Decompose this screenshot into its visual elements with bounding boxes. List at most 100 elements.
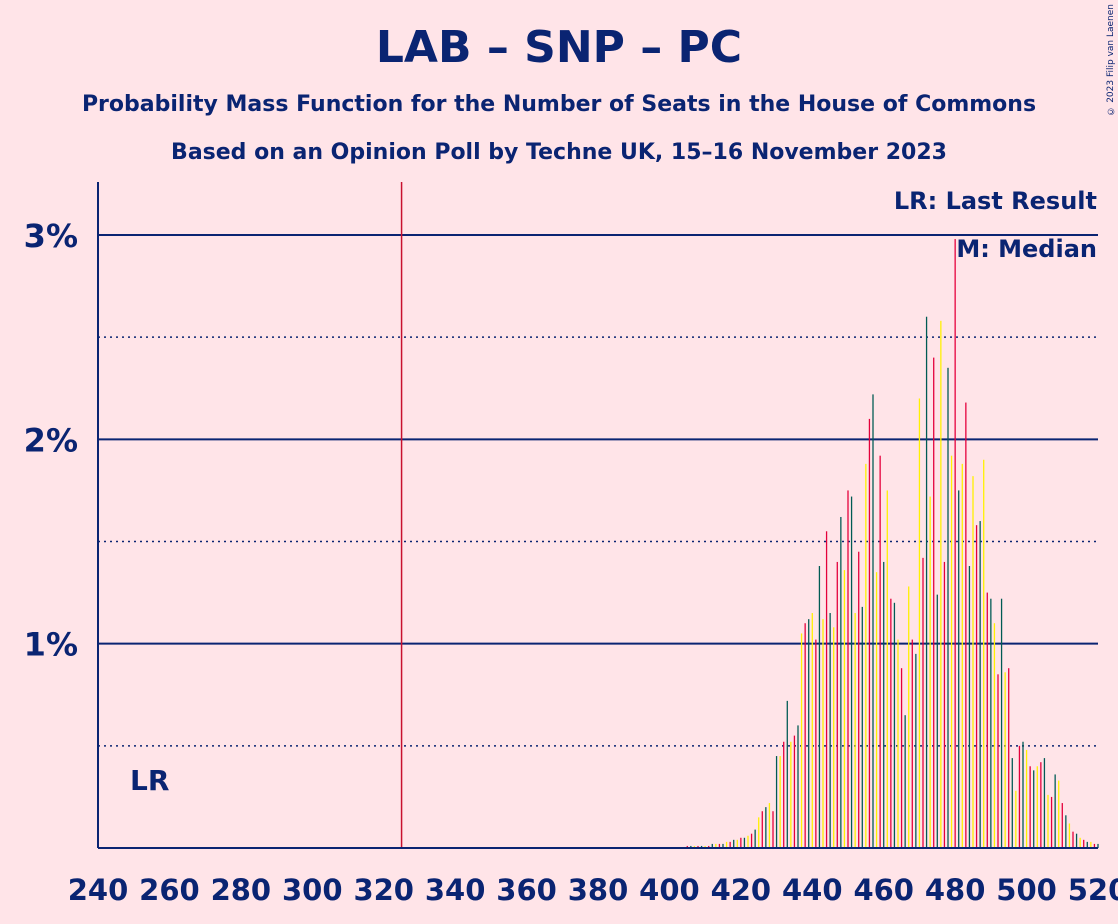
bar: [840, 516, 842, 848]
bar: [765, 807, 767, 848]
x-tick-label: 440: [782, 873, 843, 907]
bar: [961, 463, 963, 848]
gridlines: [98, 234, 1098, 747]
bar: [1047, 794, 1049, 848]
bar: [886, 490, 888, 848]
bar: [847, 490, 849, 848]
bar: [1011, 758, 1013, 848]
bar: [786, 700, 788, 848]
bar: [711, 843, 713, 848]
bar: [1090, 841, 1092, 848]
bar: [954, 239, 956, 848]
last-result-label: LR: [130, 764, 169, 797]
bar: [929, 496, 931, 848]
bar: [1075, 833, 1078, 848]
bar: [975, 525, 978, 848]
bar: [1000, 598, 1003, 848]
y-tick-label: 1%: [24, 626, 78, 664]
bar: [818, 566, 821, 848]
bar: [700, 845, 703, 848]
x-tick-label: 480: [925, 873, 986, 907]
x-tick-label: 320: [353, 873, 414, 907]
bar: [872, 394, 874, 848]
bar: [918, 398, 921, 848]
x-tick-label: 400: [639, 873, 700, 907]
bar: [715, 843, 717, 848]
bar: [1050, 796, 1053, 848]
bar: [747, 835, 749, 848]
bar: [750, 833, 753, 848]
bar: [875, 572, 878, 848]
bar: [947, 367, 949, 848]
bar: [890, 598, 892, 848]
bar: [879, 455, 881, 848]
bar: [1040, 762, 1042, 848]
bar: [761, 811, 763, 848]
bar: [722, 843, 724, 848]
bar: [958, 490, 960, 848]
bar: [804, 623, 806, 848]
bar: [779, 756, 781, 848]
bar: [865, 463, 867, 848]
bar: [800, 633, 803, 848]
bar: [1079, 837, 1081, 848]
bar: [1072, 831, 1074, 848]
axes: [97, 182, 1098, 849]
bar-series: [686, 239, 1099, 848]
bar: [900, 668, 903, 848]
bar: [950, 455, 953, 848]
x-tick-label: 300: [282, 873, 343, 907]
x-tick-label: 500: [996, 873, 1057, 907]
bar: [697, 845, 699, 848]
bar: [897, 639, 899, 848]
bar: [825, 531, 828, 848]
bar: [993, 623, 996, 848]
legend-last-result: LR: Last Result: [894, 187, 1097, 215]
bar: [1015, 790, 1017, 848]
bar: [933, 357, 935, 848]
bar: [1097, 843, 1099, 848]
bar: [754, 829, 756, 848]
bar: [718, 843, 721, 848]
bar: [1025, 749, 1028, 848]
bar: [922, 557, 924, 848]
bar: [925, 316, 928, 848]
bar: [1004, 672, 1006, 848]
bar: [729, 841, 731, 848]
bar: [1068, 823, 1071, 848]
bar: [893, 602, 896, 848]
x-tick-label: 260: [139, 873, 200, 907]
bar: [883, 561, 885, 848]
x-tick-label: 360: [496, 873, 557, 907]
bar: [690, 845, 692, 848]
bar: [783, 741, 785, 848]
bar: [829, 613, 831, 848]
bar: [708, 845, 710, 848]
legend-median: M: Median: [956, 235, 1097, 263]
bar: [904, 715, 906, 848]
bar: [861, 606, 863, 848]
tick-labels: 240 260 280 300 320 340 360 380 400 420 440 460 480 5…: [24, 217, 1118, 907]
bar: [983, 459, 985, 848]
bar: [1086, 841, 1088, 848]
bar: [1061, 803, 1063, 848]
bar: [790, 741, 792, 848]
bar: [704, 845, 706, 848]
bar: [693, 845, 696, 848]
bar: [1058, 780, 1060, 848]
bar: [775, 756, 778, 848]
x-tick-label: 380: [568, 873, 629, 907]
bar: [1022, 741, 1024, 848]
bar: [943, 561, 946, 848]
bar: [743, 837, 746, 848]
bar: [997, 674, 999, 848]
bar: [843, 570, 846, 848]
bar: [1036, 766, 1038, 848]
bar: [858, 551, 860, 848]
chart-subtitle-source: Based on an Opinion Poll by Techne UK, 1…: [171, 140, 947, 165]
bar: [1033, 770, 1035, 848]
bar: [1018, 745, 1021, 848]
bar: [725, 841, 728, 848]
chart-title: LAB – SNP – PC: [375, 22, 743, 73]
x-tick-label: 460: [853, 873, 914, 907]
